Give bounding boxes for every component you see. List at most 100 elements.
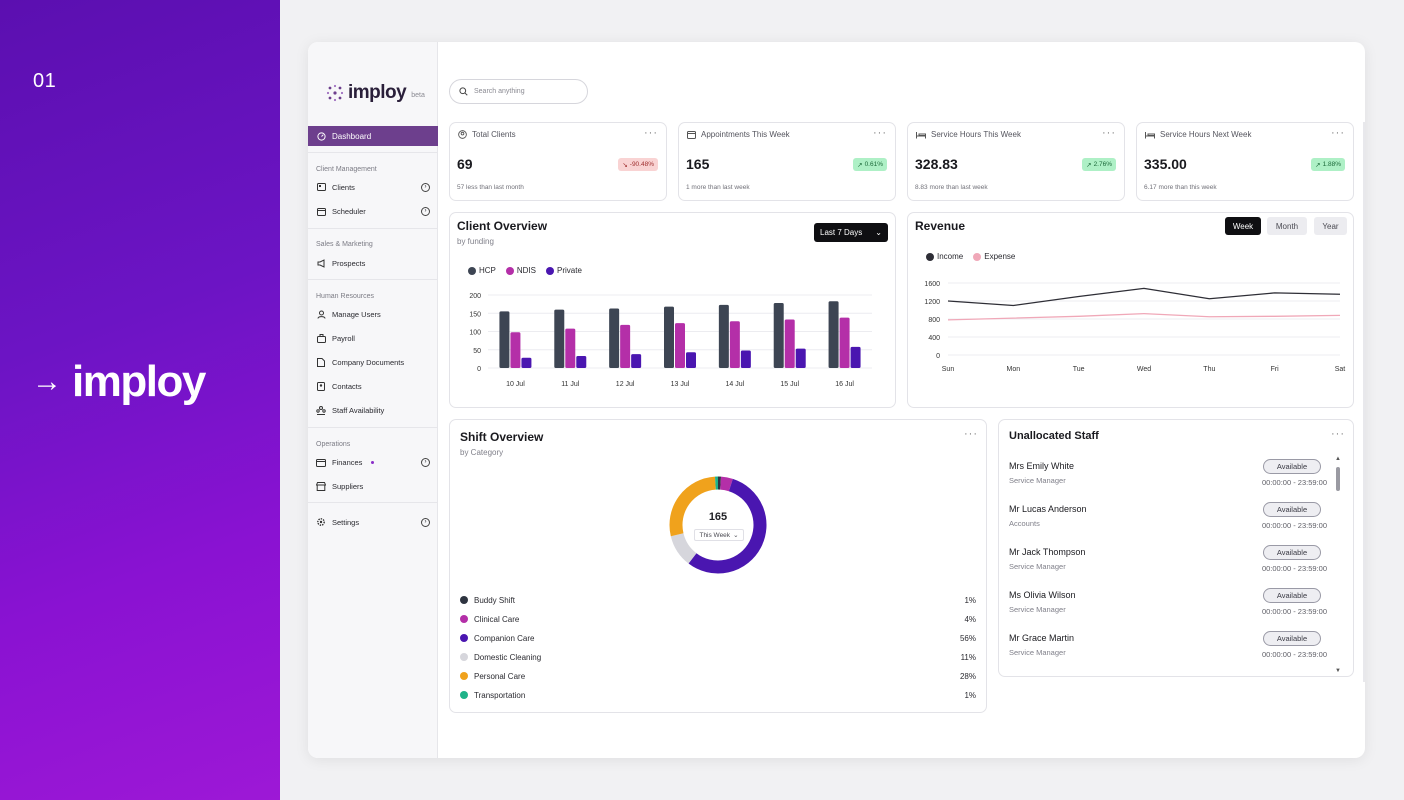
arrow-right-icon: → — [32, 365, 62, 398]
category-swatch — [460, 615, 468, 623]
staff-role: Service Manager — [1009, 562, 1066, 571]
staff-name: Ms Olivia Wilson — [1009, 590, 1076, 600]
sidebar-item-label: Suppliers — [332, 481, 364, 491]
more-options-icon[interactable]: ··· — [1102, 127, 1116, 139]
bar-private — [521, 357, 532, 368]
y-tick-label: 1600 — [924, 281, 940, 288]
more-options-icon[interactable]: ··· — [644, 127, 658, 139]
sidebar-item-clients[interactable]: Clients › — [316, 180, 430, 194]
sidebar-item-contacts[interactable]: Contacts — [316, 379, 430, 393]
stat-value: 69 — [457, 156, 473, 172]
legend-swatch — [468, 266, 476, 275]
app-logo[interactable]: imploy beta — [326, 82, 425, 104]
tab-year[interactable]: Year — [1314, 217, 1347, 235]
chevron-right-icon[interactable]: › — [421, 517, 430, 527]
availability-badge[interactable]: Available — [1263, 588, 1321, 603]
tab-week[interactable]: Week — [1225, 217, 1261, 235]
stat-value: 165 — [686, 156, 710, 172]
stat-card-service-hours-next-week: Service Hours Next Week ··· 335.00 ↗ 1.88… — [1136, 122, 1354, 201]
category-swatch — [460, 634, 468, 642]
bar-hcp — [828, 301, 839, 368]
scroll-down-icon[interactable]: ▼ — [1335, 668, 1341, 674]
stat-title-label: Appointments This Week — [701, 130, 790, 139]
sidebar-item-staff-availability[interactable]: Staff Availability — [316, 403, 430, 417]
staff-row[interactable]: Ms Olivia Wilson Service Manager Available… — [1009, 588, 1339, 620]
bar-hcp — [499, 311, 510, 368]
chevron-down-icon: ⌄ — [733, 532, 739, 539]
donut-total: 165 — [708, 511, 728, 523]
sidebar-item-suppliers[interactable]: Suppliers — [316, 479, 430, 493]
x-tick-label: Sat — [1335, 366, 1346, 373]
trend-badge: ↗ 1.88% — [1311, 158, 1345, 171]
scroll-up-icon[interactable]: ▲ — [1335, 456, 1341, 462]
trend-up-icon: ↗ — [857, 161, 863, 169]
bar-private — [740, 350, 751, 368]
availability-badge[interactable]: Available — [1263, 459, 1321, 474]
bar-hcp — [554, 309, 565, 368]
scrollbar[interactable]: ▲ ▼ — [1335, 456, 1341, 674]
card-subtitle: by funding — [457, 237, 494, 246]
sidebar-item-settings[interactable]: Settings › — [316, 515, 430, 529]
dashboard-icon — [317, 131, 326, 141]
trend-badge: ↗ 0.61% — [853, 158, 887, 171]
sidebar-item-manage-users[interactable]: Manage Users — [316, 307, 430, 321]
sidebar-item-company-documents[interactable]: Company Documents — [316, 355, 430, 369]
staff-row[interactable]: Mr Grace Martin Service Manager Available 0… — [1009, 631, 1339, 663]
chevron-right-icon[interactable]: › — [421, 457, 430, 467]
bar-private — [576, 355, 587, 368]
logo-wordmark: imploy — [348, 82, 407, 103]
staff-role: Service Manager — [1009, 648, 1066, 657]
chevron-right-icon[interactable]: › — [421, 182, 430, 192]
divider — [308, 427, 438, 428]
shift-category-row: Transportation 1% — [460, 688, 976, 702]
staff-row[interactable]: Mr Jack Thompson Service Manager Available… — [1009, 545, 1339, 577]
category-swatch — [460, 653, 468, 661]
stat-subtext: 6.17 more than this week — [1144, 184, 1217, 191]
chevron-right-icon[interactable]: › — [421, 206, 430, 216]
availability-badge[interactable]: Available — [1263, 545, 1321, 560]
stat-value: 328.83 — [915, 156, 958, 172]
more-options-icon[interactable]: ··· — [1331, 428, 1345, 440]
tab-month[interactable]: Month — [1267, 217, 1307, 235]
search-input[interactable]: Search anything — [474, 88, 525, 95]
bar-private — [795, 348, 806, 368]
stat-title-label: Service Hours Next Week — [1160, 130, 1252, 139]
category-percent: 1% — [964, 690, 976, 700]
card-title: Unallocated Staff — [1009, 430, 1099, 442]
availability-badge[interactable]: Available — [1263, 631, 1321, 646]
date-range-dropdown[interactable]: Last 7 Days ⌄ — [814, 223, 888, 242]
legend-label: Expense — [984, 252, 1016, 261]
more-options-icon[interactable]: ··· — [964, 428, 978, 440]
y-tick-label: 200 — [469, 293, 481, 300]
availability-time: 00:00:00 - 23:59:00 — [1261, 650, 1327, 659]
bar-private — [850, 346, 861, 368]
sidebar-item-scheduler[interactable]: Scheduler › — [316, 204, 430, 218]
more-options-icon[interactable]: ··· — [873, 127, 887, 139]
legend-item: NDIS — [505, 266, 536, 275]
donut-slice-companion-care — [688, 478, 767, 574]
search-box[interactable]: Search anything — [449, 79, 588, 104]
sidebar-item-payroll[interactable]: Payroll — [316, 331, 430, 345]
sidebar-item-dashboard[interactable]: Dashboard — [308, 126, 438, 146]
category-swatch — [460, 672, 468, 680]
stat-subtext: 1 more than last week — [686, 184, 750, 191]
availability-badge[interactable]: Available — [1263, 502, 1321, 517]
y-tick-label: 150 — [469, 311, 481, 318]
donut-period-dropdown[interactable]: This Week ⌄ — [694, 529, 744, 541]
more-options-icon[interactable]: ··· — [1331, 127, 1345, 139]
staff-row[interactable]: Mrs Emily White Service Manager Available 0… — [1009, 459, 1339, 491]
user-circle-icon — [458, 130, 467, 139]
chart-legend: Income Expense — [926, 252, 1015, 261]
staff-row[interactable]: Mr Lucas Anderson Accounts Available 00:00:… — [1009, 502, 1339, 534]
scroll-thumb[interactable] — [1336, 467, 1340, 491]
sidebar-item-prospects[interactable]: Prospects — [316, 256, 430, 270]
sidebar-item-label: Manage Users — [332, 309, 381, 319]
trend-up-icon: ↗ — [1315, 161, 1321, 169]
card-title: Revenue — [915, 219, 966, 233]
x-tick-label: Tue — [1073, 366, 1085, 373]
line-income — [947, 287, 1341, 307]
divider — [308, 279, 438, 280]
staff-name: Mrs Emily White — [1009, 461, 1074, 471]
sidebar-item-finances[interactable]: Finances › — [316, 455, 430, 469]
legend-swatch — [546, 266, 555, 275]
